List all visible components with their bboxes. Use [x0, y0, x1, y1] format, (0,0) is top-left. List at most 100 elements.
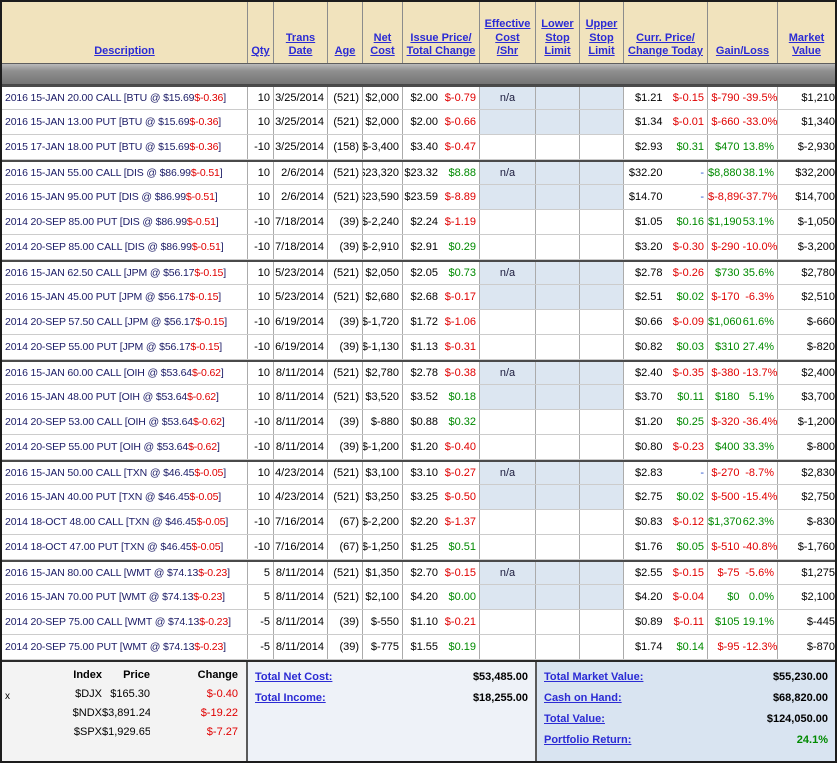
upper-stop-limit-cell[interactable] — [580, 162, 624, 184]
age-cell[interactable]: (521) — [328, 110, 363, 134]
lower-stop-limit-cell[interactable] — [536, 162, 580, 184]
gain-loss-cell[interactable]: $-320 -36.4% — [708, 410, 778, 434]
current-price-cell[interactable]: $1.21 $-0.15 — [624, 87, 708, 109]
issue-price-cell[interactable]: $2.00 $-0.79 — [403, 87, 480, 109]
position-row[interactable]: 2016 15-JAN 60.00 CALL [OIH @ $53.64 $-0… — [2, 360, 835, 385]
issue-price-cell[interactable]: $2.78 $-0.38 — [403, 362, 480, 384]
effective-cost-cell[interactable] — [480, 535, 536, 559]
total-market-value-label[interactable]: Total Market Value: — [544, 670, 644, 683]
description-cell[interactable]: 2014 20-SEP 57.50 CALL [JPM @ $56.17 $-0… — [2, 310, 248, 334]
issue-price-cell[interactable]: $3.10 $-0.27 — [403, 462, 480, 484]
net-cost-cell[interactable]: $-2,200 — [363, 510, 403, 534]
market-value-cell[interactable]: $2,400 — [778, 362, 835, 384]
age-cell[interactable]: (67) — [328, 510, 363, 534]
effective-cost-cell[interactable]: n/a — [480, 262, 536, 284]
age-cell[interactable]: (39) — [328, 235, 363, 259]
issue-price-cell[interactable]: $1.55 $0.19 — [403, 635, 480, 659]
upper-stop-limit-cell[interactable] — [580, 610, 624, 634]
trans-date-cell[interactable]: 2/6/2014 — [274, 162, 328, 184]
effective-cost-cell[interactable]: n/a — [480, 562, 536, 584]
market-value-cell[interactable]: $2,780 — [778, 262, 835, 284]
effective-cost-cell[interactable] — [480, 335, 536, 359]
effective-cost-cell[interactable] — [480, 235, 536, 259]
issue-price-cell[interactable]: $2.00 $-0.66 — [403, 110, 480, 134]
market-value-cell[interactable]: $-1,200 — [778, 410, 835, 434]
trans-date-cell[interactable]: 7/16/2014 — [274, 535, 328, 559]
upper-stop-limit-cell[interactable] — [580, 335, 624, 359]
upper-stop-limit-cell[interactable] — [580, 87, 624, 109]
upper-stop-limit-cell[interactable] — [580, 535, 624, 559]
current-price-cell[interactable]: $0.82 $0.03 — [624, 335, 708, 359]
issue-price-cell[interactable]: $3.25 $-0.50 — [403, 485, 480, 509]
description-cell[interactable]: 2014 20-SEP 55.00 PUT [OIH @ $53.64 $-0.… — [2, 435, 248, 459]
qty-cell[interactable]: -10 — [248, 510, 274, 534]
issue-price-cell[interactable]: $23.32 $8.88 — [403, 162, 480, 184]
col-header-qty[interactable]: Qty — [248, 2, 274, 63]
upper-stop-limit-cell[interactable] — [580, 435, 624, 459]
age-cell[interactable]: (39) — [328, 435, 363, 459]
net-cost-cell[interactable]: $-2,240 — [363, 210, 403, 234]
gain-loss-cell[interactable]: $-660 -33.0% — [708, 110, 778, 134]
col-header-gain-loss[interactable]: Gain/Loss — [708, 2, 778, 63]
issue-price-cell[interactable]: $3.40 $-0.47 — [403, 135, 480, 159]
effective-cost-cell[interactable] — [480, 210, 536, 234]
current-price-cell[interactable]: $1.34 $-0.01 — [624, 110, 708, 134]
upper-stop-limit-cell[interactable] — [580, 385, 624, 409]
current-price-cell[interactable]: $2.83 - — [624, 462, 708, 484]
position-row[interactable]: 2014 20-SEP 75.00 PUT [WMT @ $74.13 $-0.… — [2, 635, 835, 660]
position-row[interactable]: 2014 18-OCT 48.00 CALL [TXN @ $46.45 $-0… — [2, 510, 835, 535]
cash-on-hand-label[interactable]: Cash on Hand: — [544, 691, 622, 704]
position-row[interactable]: 2014 20-SEP 55.00 PUT [OIH @ $53.64 $-0.… — [2, 435, 835, 460]
age-cell[interactable]: (39) — [328, 335, 363, 359]
lower-stop-limit-cell[interactable] — [536, 210, 580, 234]
lower-stop-limit-cell[interactable] — [536, 585, 580, 609]
effective-cost-cell[interactable] — [480, 110, 536, 134]
effective-cost-cell[interactable] — [480, 510, 536, 534]
description-cell[interactable]: 2014 20-SEP 55.00 PUT [JPM @ $56.17 $-0.… — [2, 335, 248, 359]
gain-loss-cell[interactable]: $-790 -39.5% — [708, 87, 778, 109]
age-cell[interactable]: (521) — [328, 162, 363, 184]
net-cost-cell[interactable]: $3,520 — [363, 385, 403, 409]
description-cell[interactable]: 2014 20-SEP 85.00 CALL [DIS @ $86.99 $-0… — [2, 235, 248, 259]
age-cell[interactable]: (67) — [328, 535, 363, 559]
gain-loss-cell[interactable]: $105 19.1% — [708, 610, 778, 634]
upper-stop-limit-cell[interactable] — [580, 110, 624, 134]
issue-price-cell[interactable]: $1.20 $-0.40 — [403, 435, 480, 459]
market-value-cell[interactable]: $14,700 — [778, 185, 835, 209]
age-cell[interactable]: (521) — [328, 462, 363, 484]
upper-stop-limit-cell[interactable] — [580, 235, 624, 259]
net-cost-cell[interactable]: $-1,130 — [363, 335, 403, 359]
issue-price-cell[interactable]: $2.70 $-0.15 — [403, 562, 480, 584]
position-row[interactable]: 2016 15-JAN 20.00 CALL [BTU @ $15.69 $-0… — [2, 85, 835, 110]
trans-date-cell[interactable]: 8/11/2014 — [274, 635, 328, 659]
market-value-cell[interactable]: $2,510 — [778, 285, 835, 309]
age-cell[interactable]: (39) — [328, 310, 363, 334]
qty-cell[interactable]: -10 — [248, 335, 274, 359]
trans-date-cell[interactable]: 5/23/2014 — [274, 262, 328, 284]
position-row[interactable]: 2016 15-JAN 80.00 CALL [WMT @ $74.13 $-0… — [2, 560, 835, 585]
description-cell[interactable]: 2016 15-JAN 20.00 CALL [BTU @ $15.69 $-0… — [2, 87, 248, 109]
market-value-cell[interactable]: $-830 — [778, 510, 835, 534]
total-net-cost-label[interactable]: Total Net Cost: — [255, 670, 333, 683]
trans-date-cell[interactable]: 8/11/2014 — [274, 585, 328, 609]
qty-cell[interactable]: 10 — [248, 385, 274, 409]
description-cell[interactable]: 2014 20-SEP 53.00 CALL [OIH @ $53.64 $-0… — [2, 410, 248, 434]
lower-stop-limit-cell[interactable] — [536, 235, 580, 259]
trans-date-cell[interactable]: 6/19/2014 — [274, 335, 328, 359]
position-row[interactable]: 2016 15-JAN 95.00 PUT [DIS @ $86.99 $-0.… — [2, 185, 835, 210]
issue-price-cell[interactable]: $1.72 $-1.06 — [403, 310, 480, 334]
col-header-age[interactable]: Age — [328, 2, 363, 63]
lower-stop-limit-cell[interactable] — [536, 185, 580, 209]
age-cell[interactable]: (39) — [328, 410, 363, 434]
net-cost-cell[interactable]: $-550 — [363, 610, 403, 634]
effective-cost-cell[interactable]: n/a — [480, 162, 536, 184]
position-row[interactable]: 2014 20-SEP 75.00 CALL [WMT @ $74.13 $-0… — [2, 610, 835, 635]
net-cost-cell[interactable]: $-880 — [363, 410, 403, 434]
current-price-cell[interactable]: $2.55 $-0.15 — [624, 562, 708, 584]
lower-stop-limit-cell[interactable] — [536, 335, 580, 359]
lower-stop-limit-cell[interactable] — [536, 310, 580, 334]
position-row[interactable]: 2016 15-JAN 62.50 CALL [JPM @ $56.17 $-0… — [2, 260, 835, 285]
effective-cost-cell[interactable] — [480, 385, 536, 409]
description-cell[interactable]: 2016 15-JAN 62.50 CALL [JPM @ $56.17 $-0… — [2, 262, 248, 284]
effective-cost-cell[interactable]: n/a — [480, 462, 536, 484]
